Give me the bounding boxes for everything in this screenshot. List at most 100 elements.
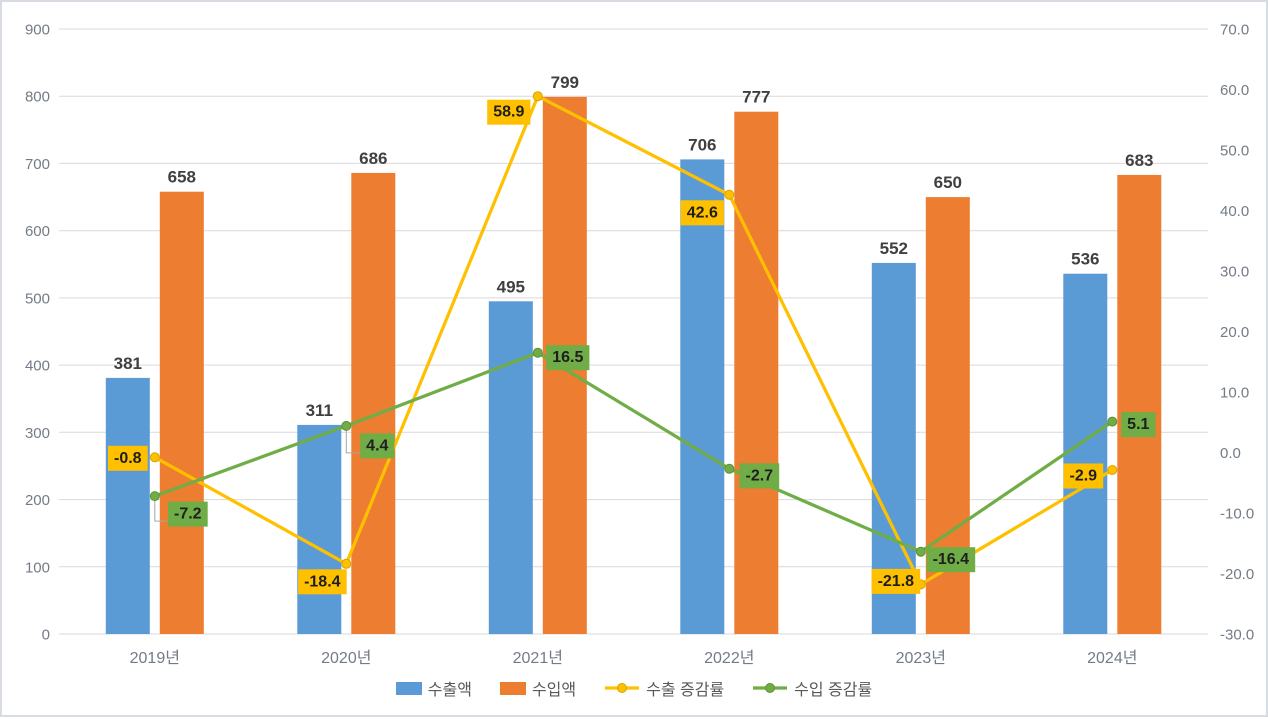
x-axis-label: 2023년 — [896, 649, 946, 667]
y2-axis-tick-label: 0.0 — [1220, 445, 1241, 462]
line-value-label-text: -7.2 — [174, 506, 202, 523]
bar-export-amount[interactable] — [489, 301, 533, 634]
legend-swatch-export-amount — [396, 682, 422, 695]
bar-import-amount[interactable] — [1117, 175, 1161, 634]
line-value-label-text: -2.7 — [746, 467, 774, 484]
point-export-growth-rate[interactable] — [1108, 466, 1117, 475]
point-import-growth-rate[interactable] — [533, 348, 542, 357]
line-value-label-text: -16.4 — [933, 551, 970, 568]
legend-label: 수출 증감률 — [646, 676, 724, 700]
point-export-growth-rate[interactable] — [533, 92, 542, 101]
bar-value-label: 683 — [1125, 151, 1153, 170]
point-export-growth-rate[interactable] — [725, 190, 734, 199]
legend-dot — [618, 684, 627, 693]
line-value-label-text: 58.9 — [493, 104, 524, 121]
line-value-label-text: 42.6 — [687, 204, 718, 221]
line-value-label-text: -0.8 — [114, 450, 142, 467]
bar-import-amount[interactable] — [160, 192, 204, 634]
y-axis-tick-label: 700 — [25, 156, 50, 173]
line-value-label: 42.6 — [681, 200, 724, 225]
y2-axis-tick-label: 70.0 — [1220, 22, 1249, 39]
line-value-label-text: -18.4 — [304, 573, 341, 590]
legend-label: 수출액 — [428, 676, 472, 700]
bar-value-label: 495 — [497, 277, 525, 296]
legend-swatch-import-amount — [500, 682, 526, 695]
bar-import-amount[interactable] — [351, 173, 395, 634]
legend-label: 수입액 — [532, 676, 576, 700]
legend-item-import-growth-rate[interactable]: 수입 증감률 — [752, 676, 872, 700]
bar-value-label: 686 — [359, 149, 387, 168]
point-import-growth-rate[interactable] — [725, 464, 734, 473]
bar-value-label: 650 — [934, 173, 962, 192]
line-value-label: 58.9 — [487, 100, 530, 125]
bar-value-label: 799 — [551, 73, 579, 92]
line-value-label: -2.9 — [1064, 464, 1104, 489]
point-import-growth-rate[interactable] — [916, 547, 925, 556]
y-axis-tick-label: 0 — [42, 627, 50, 644]
x-axis-label: 2019년 — [130, 649, 180, 667]
y-axis-tick-label: 900 — [25, 22, 50, 39]
x-axis-label: 2024년 — [1087, 649, 1137, 667]
line-value-label: -18.4 — [298, 569, 347, 594]
bar-export-amount[interactable] — [297, 425, 341, 634]
y-axis-tick-label: 800 — [25, 89, 50, 106]
bar-value-label: 552 — [880, 239, 908, 258]
bar-value-label: 706 — [688, 135, 716, 154]
bar-export-amount[interactable] — [680, 159, 724, 634]
y2-axis-tick-label: -30.0 — [1220, 627, 1254, 644]
line-value-label: -2.7 — [740, 463, 780, 488]
bar-value-label: 536 — [1071, 250, 1099, 269]
point-import-growth-rate[interactable] — [342, 421, 351, 430]
legend-label: 수입 증감률 — [794, 676, 872, 700]
line-value-label: -16.4 — [927, 547, 976, 572]
bar-value-label: 777 — [742, 88, 770, 107]
line-value-label-text: 4.4 — [366, 437, 388, 454]
line-value-label: 5.1 — [1121, 412, 1155, 437]
y2-axis-tick-label: 20.0 — [1220, 324, 1249, 341]
chart-legend: 수출액 수입액 수출 증감률 수입 증감률 — [2, 675, 1266, 701]
y2-axis-tick-label: -20.0 — [1220, 566, 1254, 583]
legend-line-marker-import-growth-rate — [752, 681, 788, 695]
line-value-label: 16.5 — [546, 345, 589, 370]
point-import-growth-rate[interactable] — [1108, 417, 1117, 426]
bar-export-amount[interactable] — [106, 378, 150, 634]
y2-axis-tick-label: 60.0 — [1220, 82, 1249, 99]
y2-axis-tick-label: 50.0 — [1220, 143, 1249, 160]
bar-import-amount[interactable] — [734, 112, 778, 634]
legend-item-export-amount[interactable]: 수출액 — [396, 676, 472, 700]
y2-axis-tick-label: -10.0 — [1220, 506, 1254, 523]
bar-value-label: 381 — [114, 354, 142, 373]
y-axis-tick-label: 400 — [25, 358, 50, 375]
y-axis-tick-label: 300 — [25, 425, 50, 442]
point-export-growth-rate[interactable] — [342, 559, 351, 568]
line-value-label-text: 5.1 — [1127, 416, 1149, 433]
legend-item-import-amount[interactable]: 수입액 — [500, 676, 576, 700]
y-axis-tick-label: 200 — [25, 492, 50, 509]
y-axis-tick-label: 100 — [25, 559, 50, 576]
line-value-label-text: -21.8 — [878, 573, 915, 590]
y2-axis-tick-label: 30.0 — [1220, 264, 1249, 281]
gridlines — [59, 29, 1208, 634]
line-value-label-text: 16.5 — [552, 349, 583, 366]
line-value-label: -0.8 — [108, 446, 148, 471]
line-value-label: 4.4 — [360, 433, 394, 458]
point-import-growth-rate[interactable] — [150, 492, 159, 501]
line-value-label: -7.2 — [168, 502, 208, 527]
legend-dot — [766, 684, 775, 693]
y2-axis-tick-label: 40.0 — [1220, 203, 1249, 220]
y2-axis-tick-label: 10.0 — [1220, 385, 1249, 402]
line-value-label-text: -2.9 — [1070, 468, 1098, 485]
point-export-growth-rate[interactable] — [150, 453, 159, 462]
x-axis-label: 2022년 — [704, 649, 754, 667]
legend-item-export-growth-rate[interactable]: 수출 증감률 — [604, 676, 724, 700]
bar-value-label: 658 — [168, 168, 196, 187]
bar-export-amount[interactable] — [1063, 274, 1107, 634]
x-axis-label: 2021년 — [513, 649, 563, 667]
y-axis-tick-label: 600 — [25, 223, 50, 240]
line-value-label: -21.8 — [872, 569, 921, 594]
series-import-growth-rate — [150, 348, 1117, 556]
series-export-growth-rate — [150, 92, 1117, 589]
